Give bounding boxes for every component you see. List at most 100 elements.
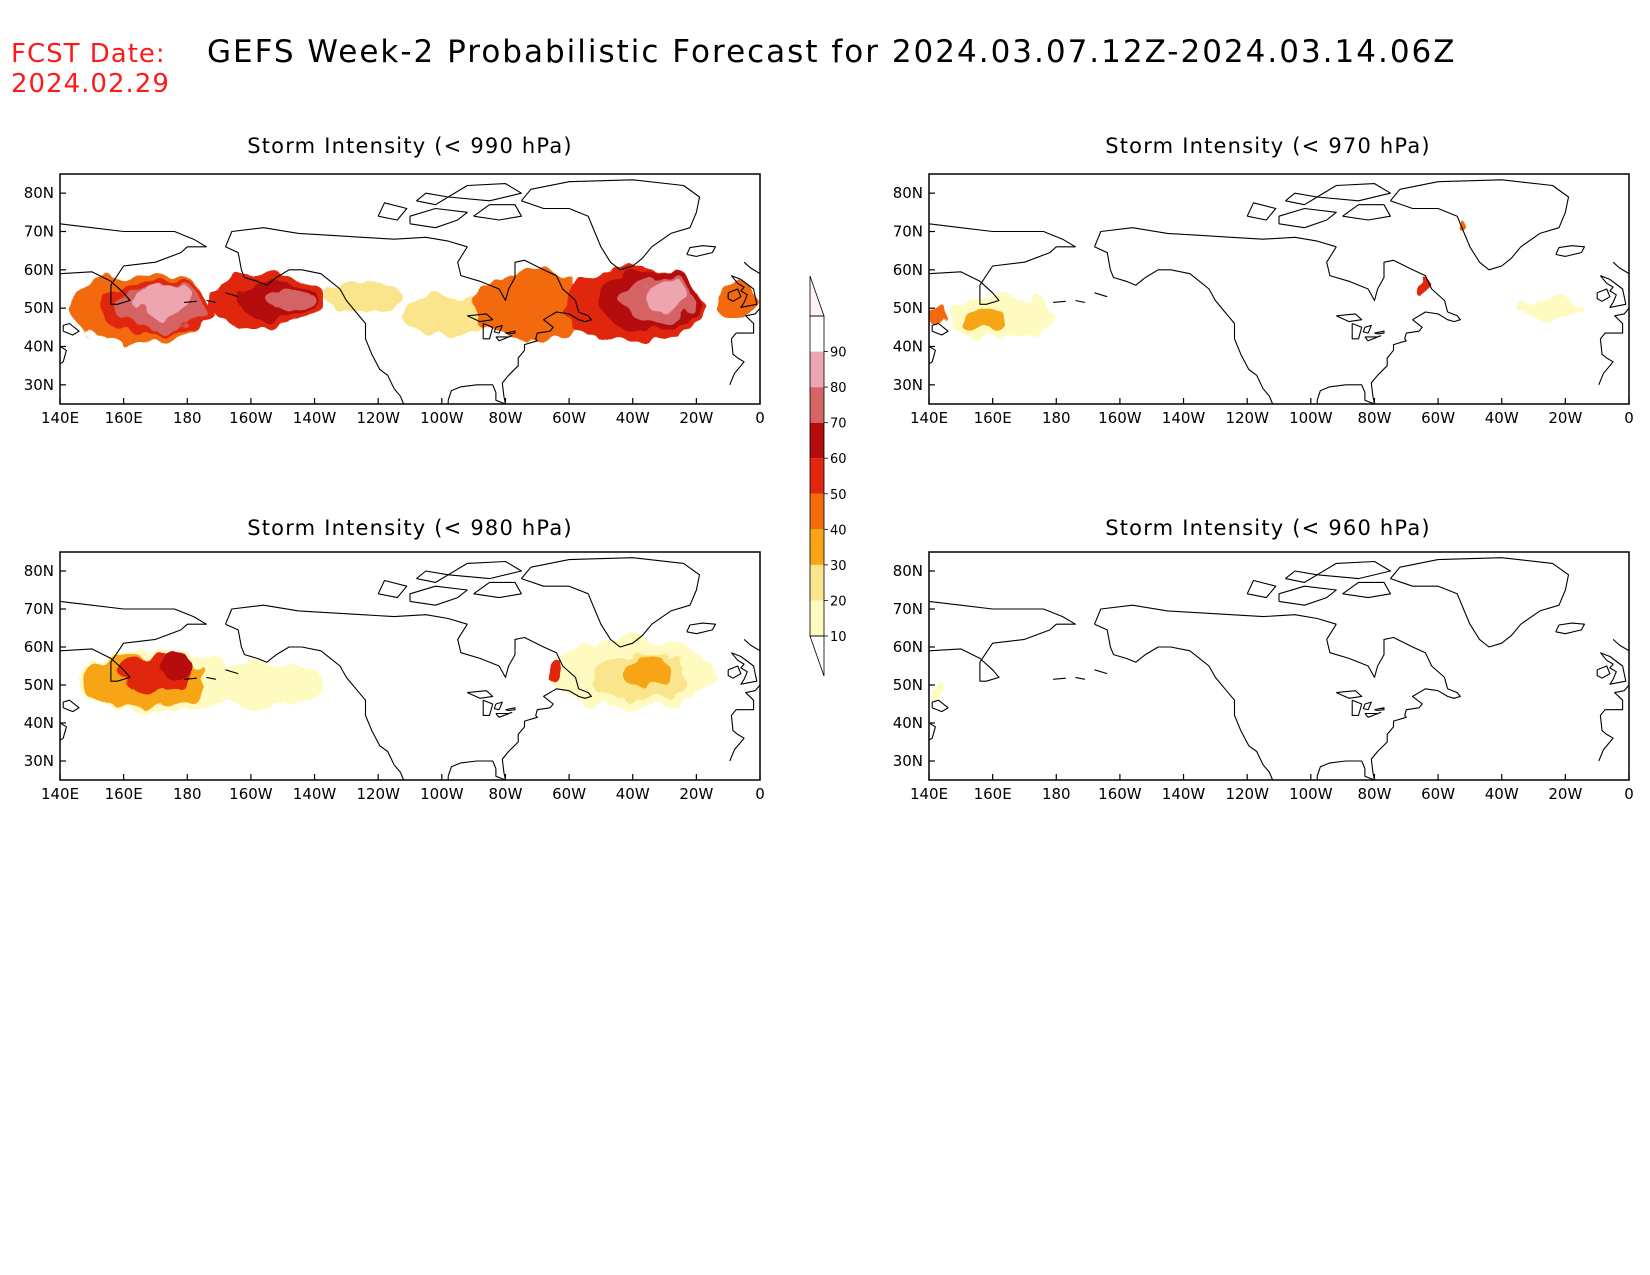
lon-tick-label: 40W [616,785,650,803]
lon-tick-label: 80W [1357,409,1391,427]
coastline [1555,622,1586,635]
panel-title: Storm Intensity (< 960 hPa) [1105,516,1431,540]
coastline [730,652,758,685]
probability-region [967,308,1006,332]
coastline [1075,299,1086,303]
coastline [1316,560,1391,580]
colorbar-swatch [810,316,824,352]
coastline [1364,335,1382,342]
coastline [686,245,717,257]
coastline [447,560,522,580]
coastline [743,638,760,652]
coastline [1389,557,1570,648]
colorbar-swatch [810,387,824,423]
probability-fill [72,639,716,712]
coastline [505,707,516,712]
coastline [1093,227,1337,248]
lon-tick-label: 160E [974,785,1012,803]
coastline [931,322,949,336]
lon-tick-label: 160W [1098,785,1142,803]
coastline [1598,684,1629,762]
coastline [931,699,949,713]
lon-tick-label: 20W [1548,409,1582,427]
coastline [1342,581,1391,599]
panel-970hpa: Storm Intensity (< 970 hPa) 140E 160E 180 1… [893,134,1634,427]
colorbar-swatch [810,351,824,388]
probability-fill [69,266,754,343]
coastline [493,701,503,711]
panel-960hpa: Storm Intensity (< 960 hPa) 140E 160E 180 1… [893,516,1634,803]
colorbar-swatch [810,493,824,530]
lon-tick-label: 0 [755,785,765,803]
coastline [1285,570,1318,583]
lon-tick-label: 160E [974,409,1012,427]
coastline [467,313,494,323]
coastline [1053,300,1066,303]
coastline [568,688,592,699]
probability-fill [929,221,1582,339]
probability-region [1517,296,1582,320]
coastline [501,688,570,780]
coastline [416,570,449,583]
lon-tick-label: 100W [1289,409,1333,427]
coastline [1336,313,1363,323]
map-frame [928,173,1630,405]
lat-tick-label: 40N [893,714,923,732]
coastline [1374,330,1385,335]
colorbar-min-triangle [809,635,825,677]
lon-tick-label: 100W [420,785,464,803]
coastline [520,557,701,648]
panel-title: Storm Intensity (< 990 hPa) [247,134,573,158]
coastline [1437,311,1461,323]
coastline [377,579,408,599]
coastline [60,346,67,365]
colorbar-label: 70 [830,417,847,432]
lon-tick-label: 100W [1289,785,1333,803]
lat-tick-label: 30N [893,752,923,770]
lat-tick-label: 80N [24,562,54,580]
lon-tick-label: 160E [105,785,143,803]
lon-tick-label: 180 [1042,785,1071,803]
coastline [729,684,760,762]
coastline [225,246,405,404]
coastline [224,604,468,625]
coastline [1094,669,1108,675]
axis-ticks: 140E 160E 180 160W 140W 120W 100W 80W 60W 40W 20W 0… [893,184,1634,427]
lon-tick-label: 40W [616,409,650,427]
lon-tick-label: 140E [910,409,948,427]
colorbar-label: 80 [830,381,847,396]
lon-tick-label: 80W [488,785,522,803]
coastline [206,676,217,680]
coastline [184,300,197,303]
coastline [225,623,405,780]
colorbar-swatch [810,529,824,565]
lon-tick-label: 0 [1624,785,1634,803]
lat-tick-label: 30N [24,752,54,770]
lon-tick-label: 140E [41,785,79,803]
coastlines [60,557,760,780]
lon-tick-label: 20W [679,785,713,803]
coastline [929,600,1076,682]
coastline [568,311,592,323]
coastline [224,227,468,248]
coastline [482,699,494,716]
coastline [467,690,494,699]
coastline [1053,677,1066,680]
coastline [225,292,239,298]
lat-tick-label: 30N [24,376,54,394]
coastline [520,179,701,271]
axis-ticks: 140E 160E 180 160W 140W 120W 100W 80W 60W 40W 20W 0… [24,562,765,803]
coastline [184,677,197,680]
coastline [730,275,758,308]
coastline [447,760,506,780]
colorbar-max-triangle [809,275,825,317]
colorbar-swatch [810,564,824,601]
lat-tick-label: 40N [24,714,54,732]
lat-tick-label: 60N [24,638,54,656]
coastline [929,722,936,741]
lon-tick-label: 140W [293,785,337,803]
panel-title: Storm Intensity (< 970 hPa) [1105,134,1431,158]
coastline [1599,652,1627,685]
lat-tick-label: 40N [893,338,923,356]
probability-region [623,658,675,689]
